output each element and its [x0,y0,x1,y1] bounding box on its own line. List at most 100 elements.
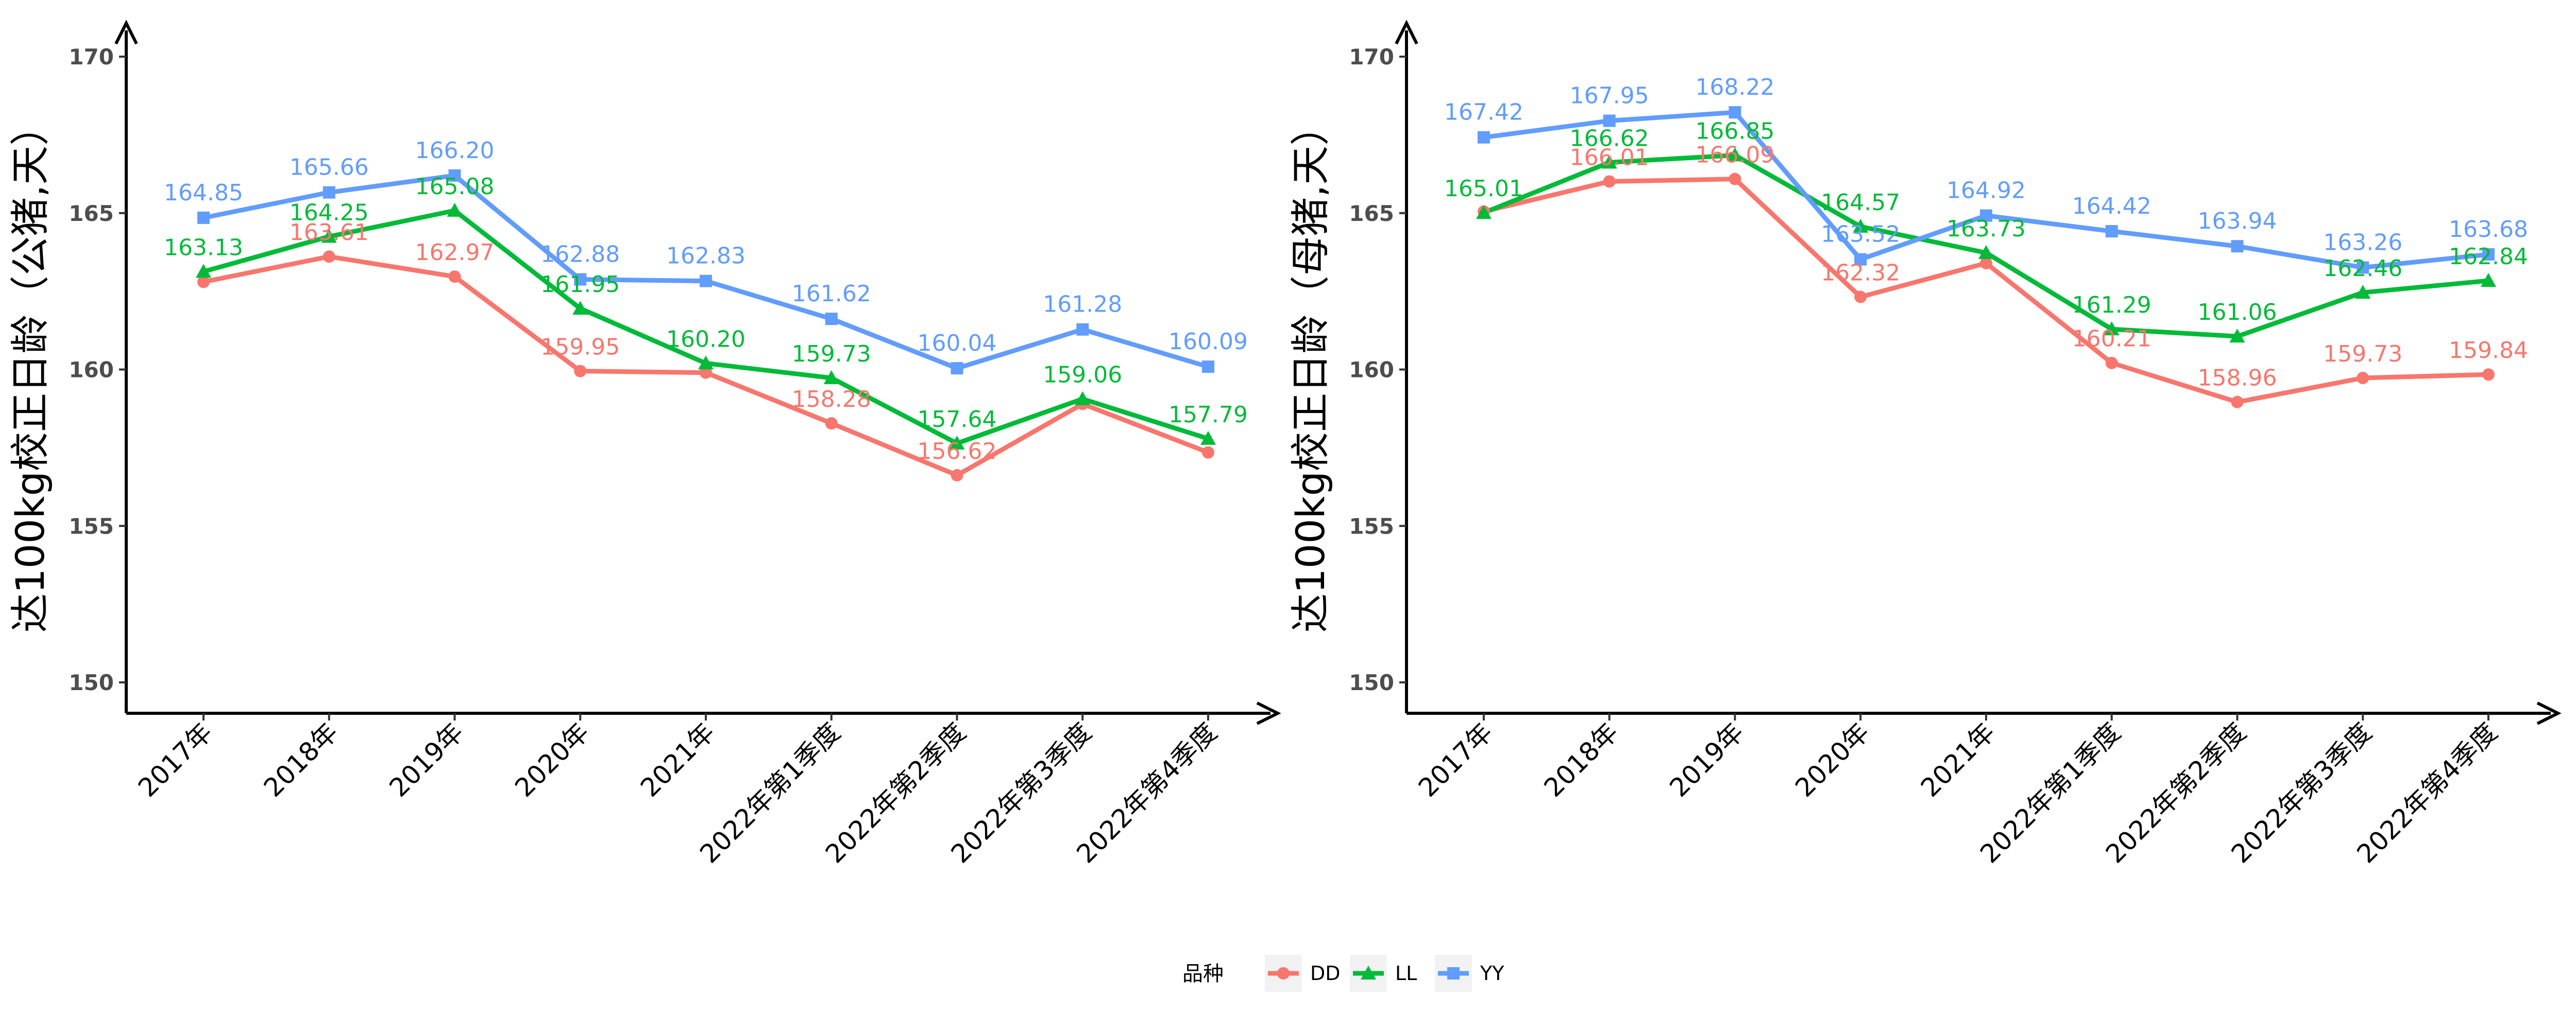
x-tick-label: 2020年 [509,717,595,802]
data-label-dd: 158.28 [792,386,871,413]
legend-label-yy: YY [1480,962,1504,985]
data-point-dd [700,366,712,379]
x-tick-label: 2017年 [132,717,218,802]
legend-title: 品种 [1182,962,1224,986]
data-point-ll [321,229,337,243]
data-label-dd: 160.21 [2072,326,2151,352]
y-axis-arrow [1395,20,1418,45]
data-point-yy [1603,114,1616,127]
data-label-ll: 164.57 [1821,190,1900,216]
data-label-yy: 163.94 [2198,208,2277,234]
y-tick-label: 165 [69,201,114,226]
data-point-dd [574,365,587,377]
data-point-dd [1202,446,1214,459]
data-point-ll [572,301,588,315]
y-tick-label: 150 [69,670,114,695]
data-label-yy: 164.92 [1946,178,2026,204]
data-label-ll: 166.85 [1696,118,1775,144]
data-label-yy: 161.28 [1043,291,1122,318]
data-point-yy [2482,248,2495,261]
legend-item-dd: DD [1265,955,1341,992]
data-label-ll: 163.13 [164,234,243,261]
data-point-yy [323,186,335,199]
data-point-dd [1980,256,1992,269]
data-point-ll [447,202,463,217]
data-point-ll [196,264,211,278]
data-label-yy: 162.83 [666,243,745,269]
data-point-ll [1978,245,1994,259]
x-tick-label: 2018年 [1538,717,1624,802]
data-label-ll: 157.79 [1168,402,1248,428]
y-tick-label: 155 [1349,513,1394,539]
data-label-ll: 166.62 [1570,125,1649,151]
data-point-dd [825,417,838,430]
data-point-yy [448,169,461,182]
data-point-dd [1728,173,1741,185]
chart-panel-boar: 150 155 160 165 170 2017年 2018年 2019年 2020年 2021年… [7,20,1281,869]
data-label-dd: 156.62 [918,438,997,465]
data-label-yy: 164.85 [164,180,243,206]
data-label-ll: 165.01 [1444,176,1523,202]
data-label-dd: 159.95 [540,334,620,360]
data-point-ll [1200,431,1216,445]
data-label-dd: 166.01 [1570,144,1649,170]
y-tick-label: 160 [1349,357,1394,383]
data-label-yy: 167.95 [1570,83,1649,109]
data-point-yy [951,362,963,375]
data-point-yy [1854,253,1867,266]
y-tick-label: 165 [1349,201,1394,226]
data-point-dd [448,270,461,283]
legend-item-yy: YY [1435,955,1504,992]
legend-label-dd: DD [1310,962,1341,985]
data-label-ll: 161.06 [2198,299,2277,325]
data-point-yy [2231,240,2244,253]
data-point-yy [825,313,838,325]
data-point-yy [700,274,712,287]
legend-label-ll: LL [1395,962,1417,985]
data-point-dd [2231,396,2244,408]
data-point-ll [823,370,839,384]
data-point-ll [1727,147,1743,162]
legend-marker-ll [1361,966,1376,980]
y-tick-label: 170 [1349,44,1394,70]
data-label-yy: 163.26 [2323,229,2402,255]
data-label-yy: 163.68 [2449,216,2528,243]
legend-item-ll: LL [1350,955,1417,992]
x-tick-label: 2021年 [635,717,720,802]
y-tick-label: 150 [1349,670,1394,695]
x-tick-label: 2020年 [1789,717,1875,802]
y-tick-label: 160 [69,357,114,383]
data-point-dd [323,250,335,263]
data-label-dd: 166.09 [1696,142,1775,168]
data-point-ll [2481,272,2496,287]
data-label-dd: 163.61 [290,219,369,246]
data-point-ll [1476,205,1492,219]
data-label-yy: 164.42 [2072,193,2151,219]
data-label-ll: 163.73 [1946,216,2026,242]
data-label-ll: 160.20 [666,326,745,352]
data-label-ll: 159.06 [1043,362,1122,388]
data-point-dd [1854,290,1867,303]
data-label-yy: 160.09 [1168,329,1248,355]
data-point-yy [574,273,587,286]
y-tick-label: 170 [69,44,114,70]
data-point-ll [2229,329,2245,343]
chart-panel-sow: 150 155 160 165 170 2017年 2018年 2019年 2020年 2021年… [1287,20,2562,869]
data-label-ll: 162.46 [2323,255,2402,282]
x-tick-label: 2018年 [258,717,344,802]
data-point-ll [2355,285,2371,299]
data-point-yy [2357,261,2369,274]
data-label-yy: 162.88 [540,242,620,268]
data-point-ll [1075,391,1091,405]
data-label-dd: 162.32 [1821,260,1900,286]
data-label-yy: 165.66 [290,154,369,181]
data-point-yy [1076,323,1089,336]
data-label-yy: 160.04 [918,330,997,356]
data-label-dd: 159.73 [2323,341,2402,367]
data-label-yy: 163.52 [1821,221,1900,248]
x-axis-arrow [2536,701,2562,725]
data-label-ll: 161.29 [2072,292,2151,318]
data-point-dd [2105,356,2118,369]
data-label-ll: 164.25 [290,199,369,226]
